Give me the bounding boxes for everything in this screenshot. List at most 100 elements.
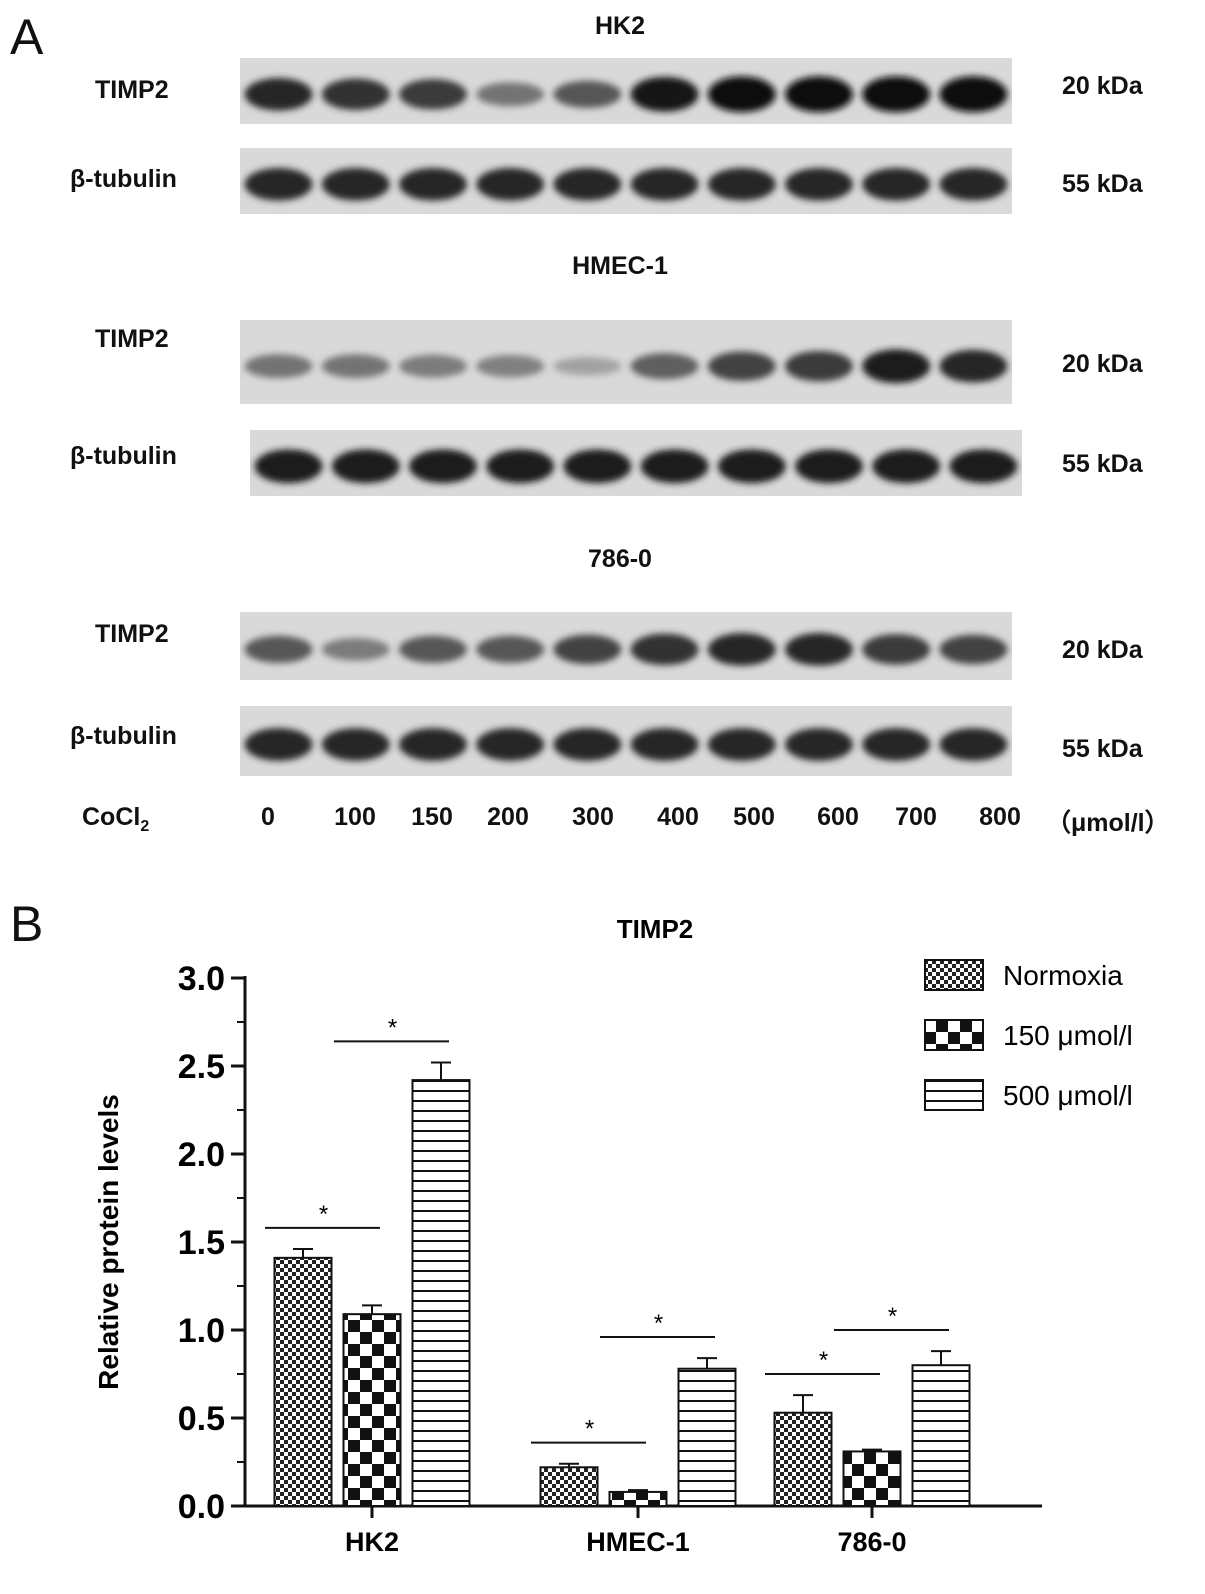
blot-band	[399, 728, 467, 761]
blot-band	[630, 633, 699, 666]
blot-band	[553, 357, 622, 376]
concentration-label: 0	[261, 803, 275, 831]
bar	[342, 1313, 402, 1507]
blot-band	[872, 449, 941, 484]
chart-svg: TIMP2 0.0 0.5 1.0 1.5 2.0 2.5 3.0 Relative prote…	[93, 914, 1133, 1557]
blot-band	[862, 167, 931, 201]
y-axis-label: Relative protein levels	[93, 1094, 124, 1390]
blot-band	[939, 349, 1008, 383]
blot-band	[640, 449, 709, 484]
blot-band	[707, 633, 776, 666]
blot-band	[321, 354, 390, 379]
blot-band	[321, 728, 390, 761]
treatment-label: CoCl2	[82, 803, 150, 835]
blot-band	[785, 728, 853, 761]
chart-title: TIMP2	[617, 914, 694, 944]
blot-band	[630, 728, 699, 761]
concentration-label: 400	[657, 803, 699, 831]
concentration-label: 150	[411, 803, 453, 831]
blot-band	[553, 728, 622, 761]
y-tick-label: 3.0	[178, 960, 225, 998]
legend-swatch	[924, 1019, 984, 1051]
legend-swatch	[924, 1079, 984, 1111]
blot-band	[486, 449, 555, 484]
molecular-weight-label: 20 kDa	[1062, 72, 1143, 100]
panel-a-letter: A	[10, 9, 44, 65]
molecular-weight-label: 55 kDa	[1062, 170, 1143, 198]
molecular-weight-label: 20 kDa	[1062, 350, 1143, 378]
blot-band	[939, 167, 1008, 201]
blot-band	[862, 728, 931, 761]
legend-label: Normoxia	[1003, 960, 1123, 991]
blot-band	[939, 76, 1008, 113]
y-tick-label: 1.5	[178, 1224, 225, 1262]
legend-label: 500 μmol/l	[1003, 1080, 1133, 1111]
blot-band	[553, 634, 622, 665]
significance-marker: *	[388, 1014, 397, 1041]
concentration-label: 200	[487, 803, 529, 831]
blot-band	[563, 449, 632, 484]
molecular-weight-label: 20 kDa	[1062, 636, 1143, 664]
blot-band	[630, 167, 699, 201]
molecular-weight-label: 55 kDa	[1062, 735, 1143, 763]
bar	[842, 1450, 902, 1508]
blot-band	[409, 449, 477, 484]
blot-band	[949, 449, 1018, 484]
significance-marker: *	[819, 1347, 828, 1374]
bar	[273, 1256, 333, 1507]
blot-band	[785, 350, 853, 382]
blot-band	[785, 76, 853, 113]
blot-row-label: β-tubulin	[70, 165, 177, 193]
blot-band	[399, 167, 467, 201]
y-tick-label: 0.0	[178, 1488, 225, 1526]
blot-band	[630, 76, 699, 112]
bar	[539, 1466, 599, 1508]
blot-band	[476, 728, 545, 761]
blot-row-label: TIMP2	[95, 76, 169, 104]
blot-strip	[250, 430, 1022, 496]
blot-title: 786-0	[588, 545, 652, 573]
blot-row-label: β-tubulin	[70, 722, 177, 750]
concentration-label: 100	[334, 803, 376, 831]
blot-strip	[240, 706, 1012, 776]
blot-band	[862, 349, 931, 384]
blot-band	[399, 79, 467, 110]
y-tick-label: 1.0	[178, 1312, 225, 1350]
blot-band	[862, 76, 931, 113]
molecular-weight-label: 55 kDa	[1062, 450, 1143, 478]
x-tick-label: HK2	[345, 1527, 399, 1557]
concentration-label: 600	[817, 803, 859, 831]
bar	[773, 1411, 833, 1507]
blot-band	[785, 167, 853, 201]
blot-row-label: TIMP2	[95, 325, 169, 353]
blot-band	[244, 635, 313, 663]
concentration-label: 800	[979, 803, 1021, 831]
bar	[411, 1079, 471, 1508]
concentration-label: 300	[572, 803, 614, 831]
legend-label: 150 μmol/l	[1003, 1020, 1133, 1051]
blot-strip	[240, 320, 1012, 404]
blot-band	[939, 728, 1008, 761]
significance-marker: *	[585, 1416, 594, 1443]
blot-band	[553, 80, 622, 108]
blot-band	[707, 728, 776, 761]
blot-band	[244, 77, 313, 111]
blot-band	[399, 635, 467, 663]
blot-band	[244, 354, 313, 379]
blot-band	[244, 728, 313, 761]
significance-marker: *	[654, 1310, 663, 1337]
blot-title: HMEC-1	[572, 252, 668, 280]
bar	[677, 1367, 737, 1507]
significance-marker: *	[888, 1303, 897, 1330]
blot-row-label: β-tubulin	[70, 442, 177, 470]
blot-band	[331, 449, 400, 484]
x-tick-label: 786-0	[837, 1527, 906, 1557]
blot-band	[939, 634, 1008, 665]
blot-band	[399, 354, 467, 378]
y-tick-label: 2.0	[178, 1136, 225, 1174]
concentration-unit: （μmol/l）	[1046, 809, 1170, 837]
blot-band	[476, 82, 545, 107]
panel-b-letter: B	[10, 896, 44, 952]
y-tick-label: 0.5	[178, 1400, 225, 1438]
blot-row-label: TIMP2	[95, 620, 169, 648]
